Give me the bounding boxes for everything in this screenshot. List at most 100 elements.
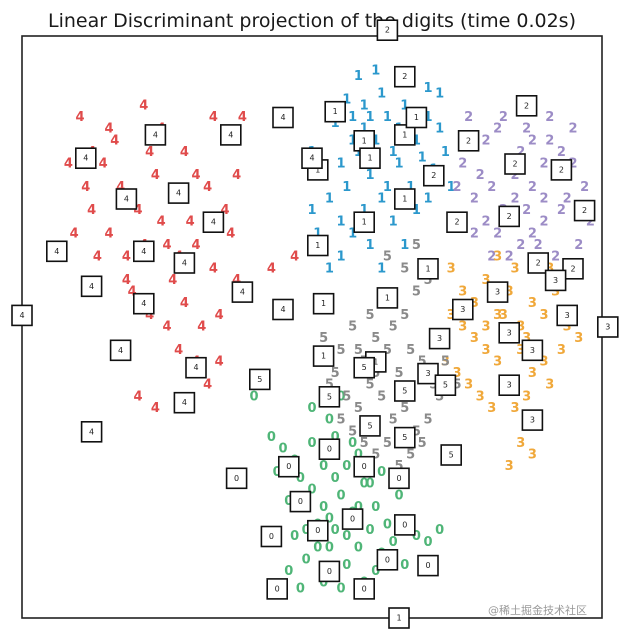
digit-point-0-36: 0 [400, 558, 409, 573]
thumbnail-digit: 1 [396, 614, 401, 623]
digit-point-2-30: 2 [574, 238, 583, 253]
thumbnail-digit: 4 [280, 113, 285, 122]
digit-point-4-48: 4 [215, 354, 224, 369]
digit-point-2-28: 2 [580, 180, 589, 195]
digit-point-5-22: 5 [336, 413, 345, 428]
thumbnail-digit: 1 [321, 352, 326, 361]
digit-point-0-41: 0 [325, 413, 334, 428]
digit-thumbnail-77: 0 [318, 560, 341, 583]
digit-thumbnail-72: 0 [393, 514, 416, 536]
thumbnail-digit: 0 [362, 584, 367, 593]
digit-point-0-33: 0 [296, 581, 305, 596]
digit-thumbnail-19: 1 [306, 234, 329, 257]
digit-thumbnail-35: 4 [133, 240, 155, 263]
digit-point-4-24: 4 [209, 261, 218, 276]
thumbnail-digit: 2 [559, 165, 564, 174]
digit-point-0-26: 0 [365, 477, 374, 492]
digit-point-0-14: 0 [371, 500, 380, 515]
digit-point-2-41: 2 [557, 203, 566, 218]
digit-point-0-30: 0 [336, 581, 345, 596]
thumbnail-frame [318, 385, 341, 408]
digit-thumbnail-42: 4 [109, 339, 132, 362]
digit-thumbnail-62: 5 [393, 426, 416, 449]
thumbnail-frame [272, 106, 294, 129]
digit-point-5-8: 5 [418, 354, 427, 369]
digit-point-0-19: 0 [273, 465, 282, 480]
digit-point-0-1: 0 [278, 442, 287, 457]
digit-point-0-29: 0 [389, 535, 398, 550]
digit-point-1-25: 1 [348, 226, 357, 241]
digit-point-0-15: 0 [360, 477, 369, 492]
digit-thumbnail-29: 4 [75, 147, 97, 169]
thumbnail-digit: 4 [182, 259, 187, 268]
digit-point-1-45: 1 [360, 122, 369, 137]
thumbnail-frame [393, 65, 416, 88]
digit-point-3-24: 3 [487, 401, 496, 416]
digit-point-4-0: 4 [75, 110, 84, 125]
thumbnail-frame [393, 124, 416, 146]
digit-point-4-31: 4 [180, 296, 189, 311]
digit-point-1-31: 1 [365, 238, 374, 253]
digit-point-0-13: 0 [365, 523, 374, 538]
thumbnail-digit: 3 [553, 276, 558, 285]
digit-point-5-10: 5 [331, 366, 340, 381]
digit-point-0-50: 0 [290, 529, 299, 544]
digit-point-0-45: 0 [325, 512, 334, 527]
thumbnail-digit: 2 [512, 160, 517, 169]
digit-point-0-9: 0 [325, 541, 334, 556]
thumbnail-frame [359, 147, 381, 169]
digit-point-5-35: 5 [400, 308, 409, 323]
digit-point-5-36: 5 [412, 285, 421, 300]
digit-point-3-36: 3 [493, 250, 502, 265]
digit-point-5-26: 5 [383, 436, 392, 451]
digit-thumbnail-48: 3 [451, 298, 474, 321]
digit-point-2-10: 2 [510, 192, 519, 207]
thumbnail-frame [376, 287, 399, 309]
thumbnail-digit: 0 [286, 462, 291, 471]
digit-point-1-20: 1 [394, 157, 403, 172]
digit-thumbnail-68: 0 [225, 467, 248, 490]
digit-point-5-23: 5 [348, 424, 357, 439]
digit-thumbnail-17: 1 [393, 188, 416, 210]
thumbnail-frame [312, 345, 335, 367]
digit-point-5-34: 5 [389, 320, 398, 335]
digit-point-0-21: 0 [319, 459, 328, 474]
thumbnail-frame [393, 426, 416, 449]
thumbnail-frame [341, 508, 364, 530]
digit-point-5-27: 5 [394, 459, 403, 474]
digit-point-0-37: 0 [412, 529, 421, 544]
digit-point-2-27: 2 [568, 157, 577, 172]
thumbnail-digit: 2 [582, 206, 587, 215]
digit-point-4-2: 4 [139, 98, 148, 113]
digit-thumbnail-7: 2 [498, 205, 521, 228]
thumbnail-digit: 3 [507, 381, 512, 390]
digit-point-0-38: 0 [423, 535, 432, 550]
digit-thumbnail-10: 2 [527, 252, 550, 274]
thumbnail-digit: 0 [275, 584, 280, 593]
digit-point-3-42: 3 [522, 331, 531, 346]
thumbnail-frame [353, 578, 376, 600]
digit-point-5-11: 5 [342, 389, 351, 404]
digit-point-5-40: 5 [412, 238, 421, 253]
thumbnail-frame [80, 420, 103, 443]
digit-point-2-36: 2 [452, 180, 461, 195]
thumbnail-frame [457, 130, 480, 152]
thumbnail-digit: 0 [234, 474, 239, 483]
digit-point-1-26: 1 [336, 250, 345, 265]
digit-point-5-24: 5 [360, 436, 369, 451]
thumbnail-frame [167, 182, 190, 204]
digit-point-4-23: 4 [191, 238, 200, 253]
digit-point-1-7: 1 [400, 98, 409, 113]
digit-thumbnail-23: 1 [312, 345, 335, 367]
digit-point-3-0: 3 [447, 261, 456, 276]
thumbnail-digit: 4 [118, 346, 123, 355]
thumbnail-digit: 4 [193, 363, 198, 372]
thumbnail-frame [376, 548, 399, 571]
digit-thumbnail-67: 0 [353, 455, 376, 478]
digit-point-3-10: 3 [563, 320, 572, 335]
digit-thumbnail-3: 2 [457, 130, 480, 152]
digit-point-0-18: 0 [296, 471, 305, 486]
thumbnail-frame [225, 467, 248, 490]
thumbnail-frame [306, 234, 329, 257]
